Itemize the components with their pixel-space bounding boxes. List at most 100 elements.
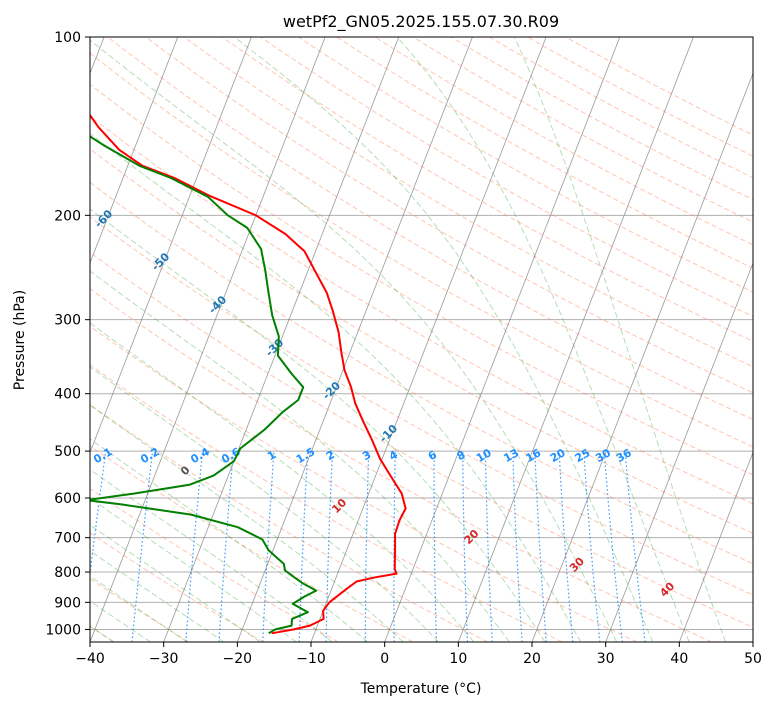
- y-tick-label: 100: [54, 30, 81, 46]
- moist-adiabat-line: [90, 270, 510, 642]
- y-axis: 100 200 300 400 500 600 700 800 900 1000: [45, 30, 90, 638]
- y-tick-label: 700: [54, 531, 81, 547]
- moist-adiabat-line: [90, 404, 404, 642]
- x-axis: −40 −30 −20 −10 0 10 20 30 40 50: [75, 642, 762, 667]
- moist-adiabat-line: [233, 37, 654, 642]
- dry-adiabat-line: [90, 577, 190, 642]
- mixing-ratio-label: 2: [324, 448, 337, 463]
- mixing-ratio-label: 30: [593, 446, 613, 465]
- dry-adiabat-line: [90, 532, 264, 642]
- mixing-ratio-label: 16: [524, 446, 544, 465]
- dry-adiabat-line: [90, 288, 712, 642]
- isotherm-label: -60: [92, 207, 115, 230]
- mixing-ratio-label: 25: [573, 446, 593, 465]
- mixing-ratio-label: 6: [426, 448, 439, 463]
- plot-frame: [89, 36, 754, 643]
- isotherm-label: -40: [206, 293, 229, 316]
- x-tick-label: 50: [744, 651, 762, 667]
- mixing-ratio-label: 13: [501, 446, 521, 465]
- moist-adiabat-label: 40: [657, 579, 677, 599]
- dry-adiabat-line: [260, 37, 753, 317]
- dry-adiabat-line: [298, 37, 753, 293]
- overlay-labels: 0.10.20.40.611.52346810131620253036-100-…: [35, 164, 677, 600]
- x-tick-label: −40: [75, 651, 105, 667]
- dry-adiabat-line: [90, 216, 753, 596]
- isotherm-line: [457, 37, 694, 642]
- isotherm-line: [531, 72, 753, 642]
- moist-adiabat-line: [90, 366, 439, 642]
- isotherm-label: -30: [263, 336, 286, 359]
- x-tick-label: 0: [380, 651, 389, 667]
- mixing-ratio-label: 10: [474, 446, 494, 465]
- dry-adiabat-line: [336, 37, 753, 269]
- isotherm-line: [90, 37, 179, 265]
- moist-adiabat-line: [396, 37, 690, 642]
- moist-adiabat-label: 0: [178, 463, 193, 478]
- isotherm-label: -10: [377, 422, 400, 445]
- plot-area: 0.10.20.40.611.52346810131620253036-100-…: [35, 37, 753, 642]
- moist-adiabat-line: [90, 550, 225, 642]
- mixing-ratio-line: [218, 451, 234, 642]
- dry-adiabat-line: [90, 445, 414, 642]
- moist-adiabat-line: [90, 575, 188, 642]
- dry-adiabat-line: [565, 37, 753, 136]
- mixing-ratio-line: [364, 451, 370, 642]
- moist-adiabats: [90, 37, 727, 642]
- dry-adiabat-line: [90, 148, 753, 534]
- y-tick-label: 200: [54, 208, 81, 224]
- dry-adiabat-line: [90, 404, 488, 642]
- isotherm-line: [678, 451, 753, 642]
- dry-adiabats: [90, 37, 753, 642]
- x-axis-label: Temperature (°C): [360, 681, 482, 697]
- isotherm-line: [90, 37, 252, 454]
- mixing-ratio-lines: [90, 451, 646, 642]
- mixing-ratio-label: 0.4: [188, 445, 212, 466]
- mixing-ratio-line: [558, 451, 574, 642]
- y-tick-label: 900: [54, 595, 81, 611]
- moist-adiabat-label: 20: [462, 527, 482, 547]
- dry-adiabat-line: [412, 37, 753, 223]
- x-tick-label: −10: [296, 651, 326, 667]
- moist-adiabat-line: [90, 322, 475, 642]
- dry-adiabat-line: [90, 52, 753, 448]
- isotherm-label: -70: [35, 164, 58, 187]
- mixing-ratio-label: 0.1: [91, 445, 114, 466]
- mixing-ratio-label: 1: [265, 448, 278, 463]
- x-tick-label: −20: [223, 651, 253, 667]
- mixing-ratio-label: 1.5: [294, 445, 317, 466]
- x-tick-label: 40: [670, 651, 688, 667]
- dry-adiabat-line: [145, 37, 753, 394]
- mixing-ratio-line: [433, 451, 437, 642]
- dry-adiabat-line: [90, 325, 638, 642]
- sounding-series: [90, 113, 407, 635]
- x-tick-label: −30: [149, 651, 179, 667]
- isotherm-line: [384, 37, 621, 642]
- dewpoint-profile-line: [90, 135, 318, 635]
- moist-adiabat-line: [90, 524, 261, 642]
- moist-adiabat-line: [90, 208, 546, 642]
- mixing-ratio-line: [484, 451, 493, 642]
- dry-adiabat-line: [90, 364, 563, 642]
- mixing-ratio-line: [462, 451, 469, 642]
- isotherm-line: [605, 261, 753, 642]
- horizontal-grid: [90, 37, 753, 630]
- moist-adiabat-line: [90, 132, 582, 642]
- dry-adiabat-line: [221, 37, 753, 342]
- y-tick-label: 1000: [45, 622, 81, 638]
- dry-adiabat-line: [90, 487, 339, 642]
- mixing-ratio-line: [325, 451, 334, 642]
- mixing-ratio-line: [131, 451, 154, 642]
- mixing-ratio-label: 36: [614, 446, 634, 465]
- isotherm-line: [90, 37, 326, 642]
- y-tick-label: 800: [54, 565, 81, 581]
- moist-adiabat-line: [90, 39, 618, 642]
- y-tick-label: 400: [54, 387, 81, 403]
- isotherm-line: [163, 37, 400, 642]
- x-tick-label: 30: [597, 651, 615, 667]
- moist-adiabat-line: [90, 497, 297, 642]
- mixing-ratio-line: [185, 451, 204, 642]
- temperature-profile-line: [90, 113, 407, 635]
- mixing-ratio-line: [534, 451, 547, 642]
- isotherms: [90, 37, 753, 642]
